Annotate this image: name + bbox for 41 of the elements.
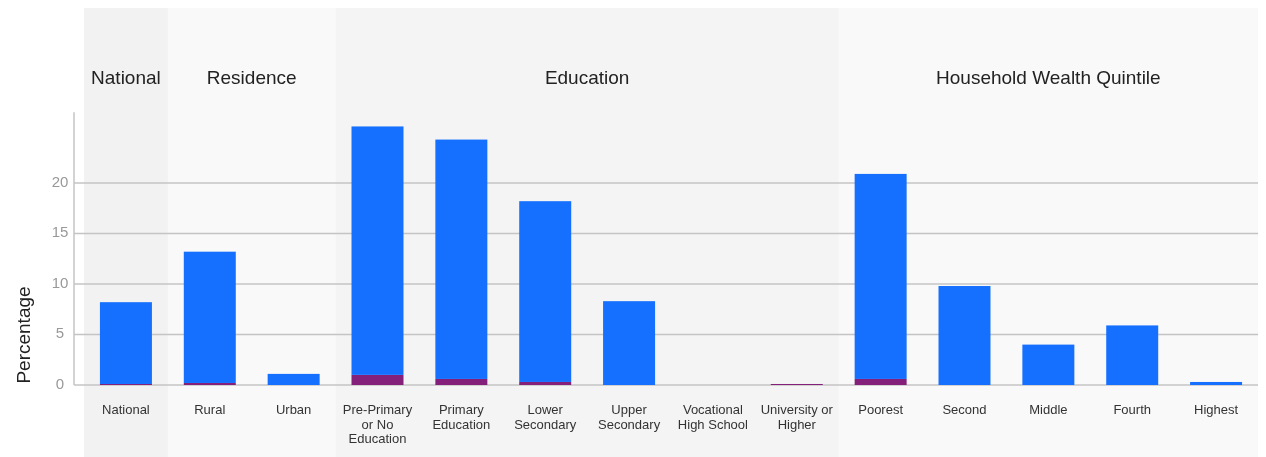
x-tick-label: Middle [1029,402,1068,417]
x-tick-label: Lower Secondary [514,402,577,432]
bar [351,126,404,375]
x-tick-label: Pre-Primary or No Education [342,402,413,446]
band-label: National [91,67,161,88]
bar [1022,344,1075,385]
bar [519,381,572,385]
x-tick-label: National [102,402,150,417]
band-label: Household Wealth Quintile [936,67,1161,88]
bar [183,382,236,385]
x-tick-label: Poorest [858,402,904,417]
bar [603,301,656,385]
y-tick-label: 10 [51,273,69,291]
bar [1190,381,1243,385]
bar [435,139,488,379]
bar [435,378,488,385]
bar [854,173,907,379]
band-label: Residence [206,67,297,88]
y-tick-label: 20 [51,172,69,190]
x-tick-label: Highest [1194,402,1239,417]
bar [99,302,152,384]
x-tick-label: Fourth [1113,402,1151,417]
bar [351,374,404,385]
y-tick-label: 0 [55,374,65,392]
x-tick-label: Upper Secondary [597,402,661,432]
bar [183,251,236,383]
y-tick-label: 15 [51,223,69,241]
y-tick-label: 5 [55,324,65,342]
bar [1106,325,1159,385]
bar [938,286,991,385]
x-tick-label: University or Higher [760,402,834,432]
x-tick-label: Vocational High School [677,402,749,432]
x-tick-label: Urban [275,402,312,417]
x-tick-label: Rural [194,402,226,417]
y-axis-title: Percentage [13,286,34,384]
bar [267,373,320,385]
bar [854,378,907,385]
x-tick-label: Second [942,402,987,417]
band-label: Education [544,67,630,88]
bar [519,201,572,382]
x-tick-label: Primary Education [432,402,491,432]
